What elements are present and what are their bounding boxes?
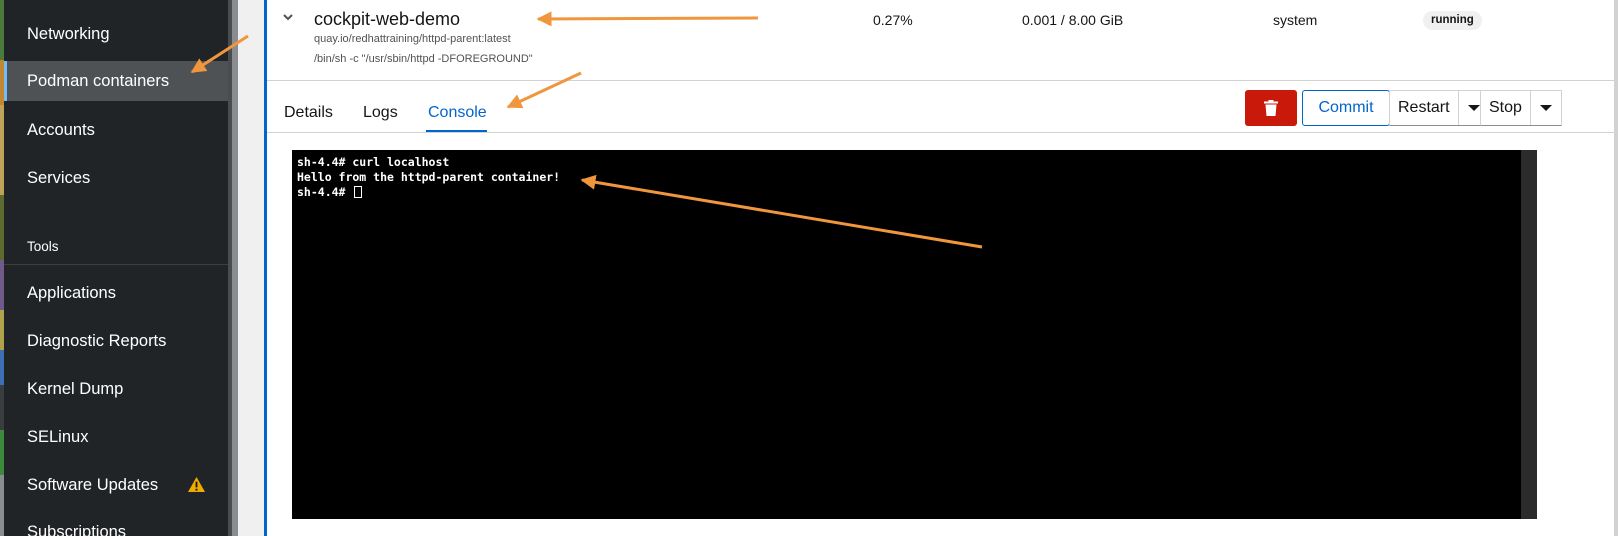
sidebar-item-podman-containers[interactable]: Podman containers — [4, 61, 228, 101]
card-scrollbar[interactable] — [1614, 0, 1618, 536]
sidebar-item-label: Accounts — [27, 120, 95, 139]
restart-dropdown-toggle[interactable] — [1457, 91, 1489, 125]
sidebar-item-label: Kernel Dump — [27, 379, 124, 398]
commit-button[interactable]: Commit — [1302, 90, 1390, 126]
sidebar-item-label: Services — [27, 168, 91, 187]
tab-console[interactable]: Console — [428, 104, 487, 121]
terminal-line: sh-4.4# — [297, 185, 353, 199]
sidebar-item-subscriptions[interactable]: Subscriptions — [4, 512, 228, 536]
sidebar-scrollbar-track — [228, 0, 232, 536]
sidebar: Networking Podman containers Accounts Se… — [4, 0, 228, 536]
terminal-cursor — [354, 186, 363, 198]
window-edge — [0, 0, 4, 536]
container-command: /bin/sh -c "/usr/sbin/httpd -DFOREGROUND… — [314, 53, 533, 65]
container-owner: system — [1273, 12, 1318, 28]
sidebar-scrollbar[interactable] — [232, 0, 238, 536]
sidebar-divider — [4, 264, 228, 265]
tab-details[interactable]: Details — [284, 104, 333, 121]
status-badge: running — [1423, 11, 1482, 30]
sidebar-item-applications[interactable]: Applications — [4, 273, 228, 313]
divider — [267, 132, 1617, 133]
sidebar-item-label: SELinux — [27, 427, 89, 446]
delete-button[interactable] — [1245, 90, 1297, 126]
sidebar-item-label: Software Updates — [27, 475, 159, 494]
sidebar-item-label: Networking — [27, 24, 110, 43]
container-card: cockpit-web-demo quay.io/redhattraining/… — [264, 0, 1618, 536]
container-cpu: 0.27% — [873, 12, 913, 28]
terminal-line: sh-4.4# curl localhost — [297, 155, 450, 169]
sidebar-item-diagnostic-reports[interactable]: Diagnostic Reports — [4, 321, 228, 361]
restart-split-button: Restart — [1389, 90, 1490, 126]
stop-button[interactable]: Stop — [1489, 99, 1522, 116]
stop-dropdown-toggle[interactable] — [1529, 91, 1561, 125]
sidebar-item-label: Subscriptions — [27, 522, 127, 536]
container-name: cockpit-web-demo — [314, 9, 461, 29]
sidebar-item-label: Diagnostic Reports — [27, 331, 167, 350]
sidebar-item-selinux[interactable]: SELinux — [4, 417, 228, 457]
chevron-down-icon[interactable] — [281, 10, 295, 24]
sidebar-item-label: Podman containers — [27, 71, 170, 90]
container-image: quay.io/redhattraining/httpd-parent:late… — [314, 33, 511, 45]
divider — [267, 80, 1617, 81]
restart-button[interactable]: Restart — [1398, 99, 1450, 116]
sidebar-section-tools: Tools — [27, 239, 59, 254]
stop-split-button: Stop — [1480, 90, 1562, 126]
warning-icon — [188, 476, 205, 493]
container-memory: 0.001 / 8.00 GiB — [1022, 12, 1124, 28]
sidebar-item-services[interactable]: Services — [4, 158, 228, 198]
caret-down-icon — [1467, 105, 1480, 111]
sidebar-item-label: Applications — [27, 283, 116, 302]
terminal-line: Hello from the httpd-parent container! — [297, 170, 561, 184]
terminal-scrollbar[interactable] — [1521, 150, 1537, 519]
tab-active-indicator — [426, 130, 487, 133]
sidebar-item-networking[interactable]: Networking — [4, 14, 228, 54]
page-gutter — [238, 0, 264, 536]
caret-down-icon — [1539, 105, 1552, 111]
sidebar-item-kernel-dump[interactable]: Kernel Dump — [4, 369, 228, 409]
tab-logs[interactable]: Logs — [363, 104, 398, 121]
sidebar-item-accounts[interactable]: Accounts — [4, 110, 228, 150]
console-terminal[interactable]: sh-4.4# curl localhost Hello from the ht… — [292, 150, 1537, 519]
sidebar-item-software-updates[interactable]: Software Updates — [4, 465, 228, 505]
trash-icon — [1264, 100, 1278, 116]
